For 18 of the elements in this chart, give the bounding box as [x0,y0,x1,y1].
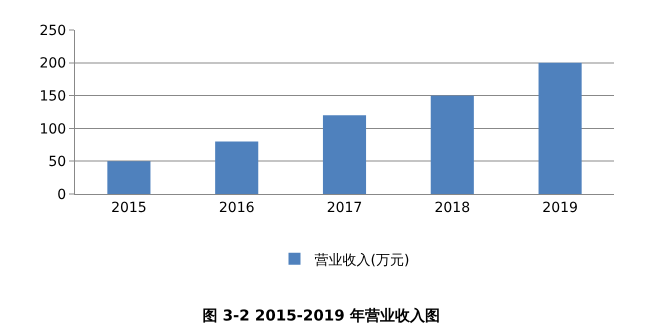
y-tick-label: 200 [39,56,66,72]
y-tick-label: 100 [39,121,66,138]
y-tick-label: 150 [39,88,66,104]
x-tick-label: 2016 [218,200,255,216]
x-tick-label: 2018 [434,200,470,216]
bar [538,62,582,194]
y-tick-label: 0 [57,186,66,203]
legend-label: 营业收入(万元) [314,252,410,268]
bar [322,115,366,194]
bar [430,96,474,194]
y-tick-label: 250 [39,22,66,39]
x-tick-label: 2015 [111,200,147,216]
bar [107,161,150,194]
x-tick-label: 2017 [326,200,362,216]
text: 图 3-2 2015-2019 年营业收入图 [202,306,440,324]
bar [215,142,258,194]
y-tick-label: 50 [48,154,66,170]
x-tick-label: 2019 [542,200,578,216]
